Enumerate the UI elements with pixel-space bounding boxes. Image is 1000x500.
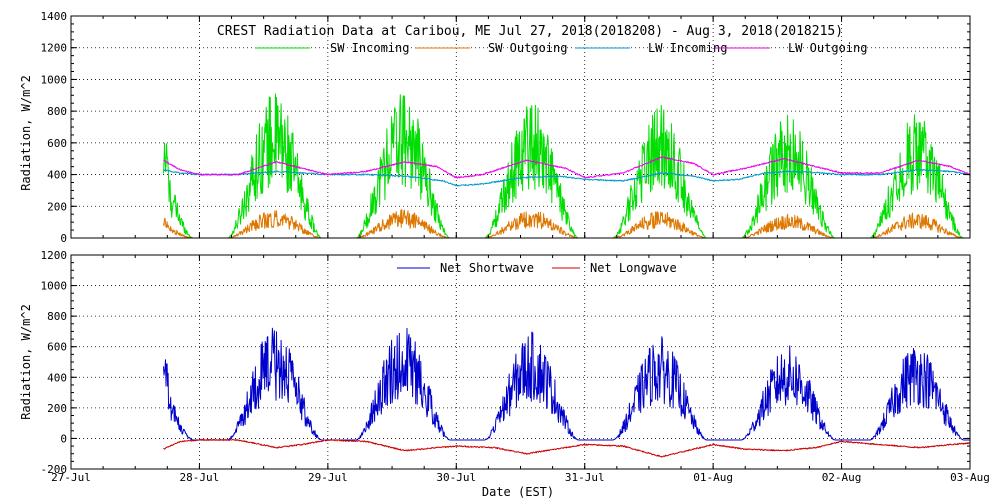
bottom-series-net-longwave (163, 438, 971, 458)
bottom-legend-label-net-longwave: Net Longwave (590, 261, 677, 275)
top-y-tick-label: 800 (47, 105, 67, 118)
bottom-y-tick-label: 1000 (41, 280, 68, 293)
bottom-y-tick-label: 200 (47, 402, 67, 415)
bottom-y-axis-label: Radiation, W/m^2 (19, 304, 33, 420)
top-grid (71, 16, 970, 238)
bottom-y-tick-label: 400 (47, 371, 67, 384)
top-legend: SW Incoming SW Outgoing LW Incoming LW Outg… (255, 41, 867, 55)
top-legend-label-lw-outgoing: LW Outgoing (788, 41, 867, 55)
bottom-ticks (70, 254, 971, 470)
top-y-tick-label: 400 (47, 169, 67, 182)
bottom-y-tick-label: 600 (47, 341, 67, 354)
x-tick-label: 27-Jul (51, 471, 91, 484)
bottom-series-net-shortwave (163, 327, 970, 441)
top-series-lw-incoming (163, 168, 971, 187)
x-tick-label: 31-Jul (565, 471, 605, 484)
bottom-y-tick-label: 0 (60, 432, 67, 445)
top-series-lw-outgoing (163, 156, 970, 179)
top-legend-label-sw-incoming: SW Incoming (330, 41, 409, 55)
x-tick-label: 03-Aug (950, 471, 990, 484)
top-legend-label-sw-outgoing: SW Outgoing (488, 41, 567, 55)
x-tick-label: 28-Jul (180, 471, 220, 484)
bottom-y-tick-label: 1200 (41, 249, 68, 262)
top-y-tick-label: 200 (47, 200, 67, 213)
bottom-series (163, 327, 971, 458)
x-tick-label: 30-Jul (436, 471, 476, 484)
top-legend-label-lw-incoming: LW Incoming (648, 41, 727, 55)
top-y-tick-label: 1000 (41, 73, 68, 86)
top-y-tick-label: 600 (47, 137, 67, 150)
bottom-y-tick-label: 800 (47, 310, 67, 323)
bottom-legend-label-net-shortwave: Net Shortwave (440, 261, 534, 275)
x-tick-label: 02-Aug (822, 471, 862, 484)
top-y-tick-label: 1200 (41, 42, 68, 55)
top-ticks (70, 15, 971, 239)
bottom-panel: -200 0 200 400 600 800 1000 1200 27-Jul 28-Jul 29-… (19, 249, 990, 484)
x-tick-label: 01-Aug (693, 471, 733, 484)
bottom-legend: Net Shortwave Net Longwave (397, 261, 677, 275)
x-tick-label: 29-Jul (308, 471, 348, 484)
chart-title: CREST Radiation Data at Caribou, ME Jul … (217, 24, 843, 39)
bottom-tick-labels: -200 0 200 400 600 800 1000 1200 27-Jul 28-Jul 29-… (41, 249, 990, 484)
x-axis-label: Date (EST) (482, 485, 554, 499)
top-y-tick-label: 0 (60, 232, 67, 245)
top-tick-labels: 0 200 400 600 800 1000 1200 1400 (41, 10, 68, 245)
top-y-tick-label: 1400 (41, 10, 68, 23)
bottom-y-tick-label: -200 (41, 463, 68, 476)
top-y-axis-label: Radiation, W/m^2 (19, 75, 33, 191)
